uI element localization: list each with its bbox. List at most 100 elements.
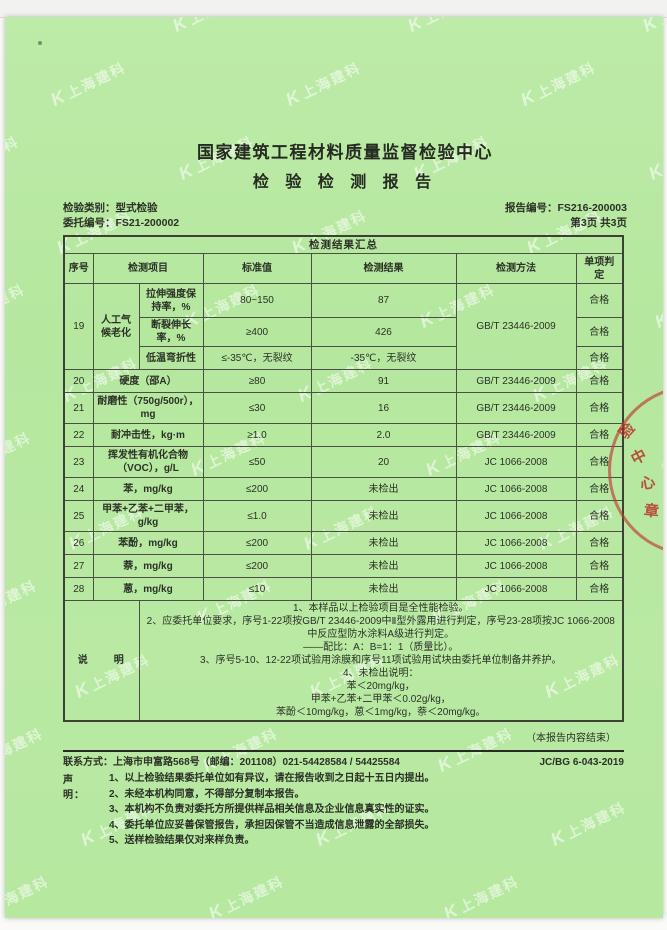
table-header-row: 序号 检测项目 标准值 检测结果 检测方法 单项判定 — [63, 253, 624, 284]
center-name-title: 国家建筑工程材料质量监督检验中心 — [197, 143, 493, 162]
note-line: 3、序号5-10、12-22项试验用涂膜和序号11项试验用试块由委托单位制备并养… — [199, 655, 562, 666]
col-standard: ≤1.0 — [202, 500, 312, 532]
table-row: 28 蒽，mg/kg ≤10 未检出 JC 1066-2008 合格 — [63, 577, 624, 601]
col-item-group: 人工气候老化 — [92, 283, 140, 370]
col-result: 87 — [310, 283, 457, 318]
col-no: 20 — [63, 369, 94, 393]
col-item: 挥发性有机化合物（VOC），g/L — [92, 446, 204, 478]
col-result: 16 — [310, 392, 457, 424]
statement-block: 声 明： 1、以上检验结果委托单位如有异议，请在报告收到之日起十五日内提出。 2… — [63, 771, 624, 849]
statement-line: 1、以上检验结果委托单位如有异议，请在报告收到之日起十五日内提出。 — [109, 773, 435, 784]
col-method: GB/T 23446-2009 — [455, 392, 577, 424]
contact-label: 联系方式： — [63, 757, 113, 768]
inspection-category-label: 检验类别： — [63, 202, 116, 214]
note-line: 1、本样品以上检验项目是全性能检验。 — [292, 603, 469, 614]
col-method: JC 1066-2008 — [455, 554, 577, 578]
col-method: JC 1066-2008 — [455, 446, 577, 478]
inspection-category-value: 型式检验 — [115, 202, 158, 214]
col-verdict: 合格 — [575, 577, 624, 601]
col-item: 苯酚，mg/kg — [92, 531, 204, 555]
col-result: 2.0 — [310, 423, 457, 447]
col-result: 未检出 — [310, 477, 457, 501]
col-subitem: 断裂伸长率，% — [138, 317, 204, 347]
col-verdict: 合格 — [575, 500, 624, 532]
header-result: 检测结果 — [310, 253, 457, 284]
note-line: ——配比：A：B=1：1（质量比）。 — [303, 642, 459, 653]
table-caption-row: 检测结果汇总 — [63, 235, 624, 254]
col-verdict: 合格 — [575, 283, 624, 318]
col-standard: ≤200 — [202, 531, 312, 555]
col-no: 26 — [63, 531, 94, 555]
contact-value: 上海市申富路568号（邮编：201108）021-54428584 / 5442… — [113, 757, 400, 768]
jianke-logo-icon: K — [440, 900, 461, 918]
inspection-category: 检验类别：型式检验 — [63, 201, 158, 216]
col-method: GB/T 23446-2009 — [455, 283, 577, 370]
col-verdict: 合格 — [575, 446, 624, 478]
col-verdict: 合格 — [575, 346, 624, 370]
note-line: 苯酚＜10mg/kg，蒽＜1mg/kg，萘＜20mg/kg。 — [275, 707, 486, 718]
table-row: 20 硬度（邵A） ≥80 91 GB/T 23446-2009 合格 — [63, 369, 624, 393]
header-no: 序号 — [63, 253, 94, 284]
col-result: 20 — [310, 446, 457, 478]
table-row: 19 人工气候老化 拉伸强度保持率，% 80~150 87 GB/T 23446… — [63, 283, 624, 370]
entrust-number-value: FS21-200002 — [115, 217, 180, 229]
scan-edge — [0, 0, 667, 18]
report-meta: 检验类别：型式检验 报告编号：FS216-200003 委托编号：FS21-20… — [63, 201, 627, 231]
report-page: K上海建科K上海建科K上海建科K上海建科K上海建科K上海建科K上海建科K上海建科… — [5, 17, 663, 918]
table-row: 26 苯酚，mg/kg ≤200 未检出 JC 1066-2008 合格 — [63, 531, 624, 555]
col-item: 耐冲击性，kg·m — [92, 423, 204, 447]
col-result: 未检出 — [310, 531, 457, 555]
col-result: 91 — [310, 369, 457, 393]
col-subitem: 拉伸强度保持率，% — [138, 283, 204, 318]
notes-label: 说 明 — [63, 600, 140, 722]
col-result: 未检出 — [310, 577, 457, 601]
report-number-value: FS216-200003 — [557, 202, 627, 214]
col-method: JC 1066-2008 — [455, 500, 577, 532]
note-line: 甲苯+乙苯+二甲苯＜0.02g/kg， — [310, 694, 451, 705]
col-no: 23 — [63, 446, 94, 478]
report-footer: 联系方式：上海市申富路568号（邮编：201108）021-54428584 /… — [63, 750, 624, 849]
table-row: 27 萘，mg/kg ≤200 未检出 JC 1066-2008 合格 — [63, 554, 624, 578]
col-method: GB/T 23446-2009 — [455, 423, 577, 447]
col-verdict: 合格 — [575, 423, 624, 447]
shanghai-jianke-watermark: K上海建科 — [5, 873, 52, 916]
header-standard: 标准值 — [202, 253, 312, 284]
col-standard: ≥400 — [202, 317, 312, 347]
col-standard: ≤30 — [202, 392, 312, 424]
col-result: -35℃，无裂纹 — [310, 346, 457, 370]
col-result: 426 — [310, 317, 457, 347]
col-verdict: 合格 — [575, 317, 624, 347]
col-method: GB/T 23446-2009 — [455, 369, 577, 393]
col-item: 甲苯+乙苯+二甲苯，g/kg — [92, 500, 204, 532]
col-verdict: 合格 — [575, 477, 624, 501]
table-caption: 检测结果汇总 — [63, 235, 624, 254]
entrust-number-label: 委托编号： — [63, 217, 116, 229]
col-verdict: 合格 — [575, 554, 624, 578]
col-standard: ≥1.0 — [202, 423, 312, 447]
col-item: 苯，mg/kg — [92, 477, 204, 501]
results-table: 检测结果汇总 序号 检测项目 标准值 检测结果 检测方法 单项判定 19 人工气… — [63, 235, 624, 722]
note-line: 苯＜20mg/kg， — [346, 681, 415, 692]
table-row: 断裂伸长率，% ≥400 426 合格 — [64, 317, 624, 347]
report-number-label: 报告编号： — [505, 202, 558, 214]
col-standard: 80~150 — [202, 283, 312, 318]
col-subitem: 低温弯折性 — [138, 346, 204, 370]
shanghai-jianke-watermark: K上海建科 — [205, 870, 287, 918]
col-no: 24 — [63, 477, 94, 501]
table-row: 25 甲苯+乙苯+二甲苯，g/kg ≤1.0 未检出 JC 1066-2008 … — [63, 500, 624, 532]
col-no: 25 — [63, 500, 94, 532]
col-result: 未检出 — [310, 554, 457, 578]
col-verdict: 合格 — [575, 531, 624, 555]
report-end-note: （本报告内容结束） — [526, 733, 616, 744]
statement-line: 5、送样检验结果仅对来样负责。 — [109, 835, 255, 846]
col-method: JC 1066-2008 — [455, 531, 577, 555]
col-verdict: 合格 — [575, 392, 624, 424]
col-standard: ≥80 — [202, 369, 312, 393]
col-method: JC 1066-2008 — [455, 577, 577, 601]
col-standard: ≤-35℃，无裂纹 — [202, 346, 312, 370]
col-verdict: 合格 — [575, 369, 624, 393]
col-no: 21 — [63, 392, 94, 424]
col-no: 27 — [63, 554, 94, 578]
col-standard: ≤200 — [202, 554, 312, 578]
col-standard: ≤10 — [202, 577, 312, 601]
